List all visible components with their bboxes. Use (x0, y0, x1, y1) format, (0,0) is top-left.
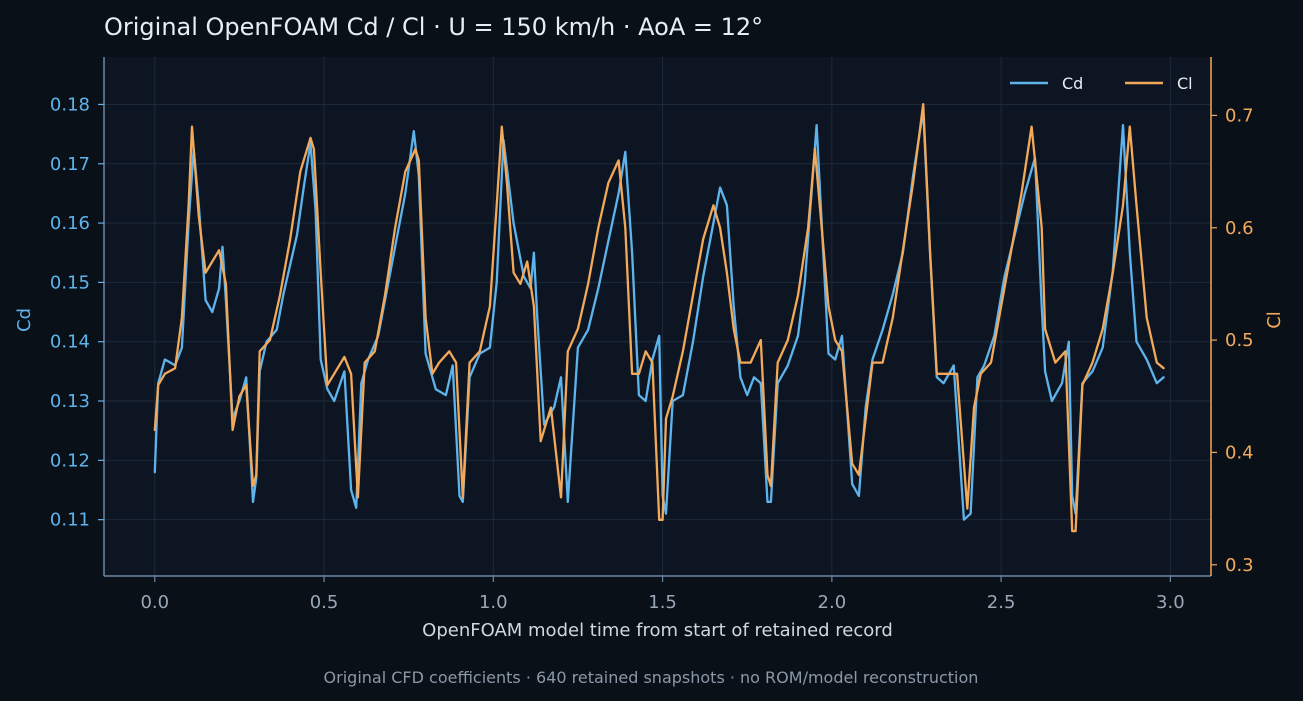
y-tick-label: 0.15 (50, 272, 90, 293)
y2-axis-label: Cl (1264, 311, 1285, 329)
series-line-cd (153, 109, 1165, 521)
x-tick-label: 1.0 (479, 592, 508, 613)
x-axis-label: OpenFOAM model time from start of retain… (422, 620, 893, 641)
x-tick-label: 0.0 (140, 592, 169, 613)
y2-tick-label: 0.4 (1225, 442, 1254, 463)
x-ticks: 0.0 0.5 1.0 1.5 2.0 2.5 3.0 (140, 576, 1185, 613)
y-tick-label: 0.17 (50, 154, 90, 175)
x-tick-label: 2.0 (818, 592, 847, 613)
y2-ticks: 0.3 0.4 0.5 0.6 0.7 (1211, 105, 1254, 576)
x-tick-label: 1.5 (648, 592, 677, 613)
y-ticks: 0.11 0.12 0.13 0.14 0.15 0.16 0.17 0.18 (50, 94, 104, 531)
y-tick-label: 0.14 (50, 332, 90, 353)
series-line-cl (153, 103, 1165, 533)
x-tick-label: 3.0 (1156, 592, 1185, 613)
legend: Cd Cl (1010, 74, 1193, 93)
y2-tick-label: 0.7 (1225, 105, 1254, 126)
y-tick-label: 0.18 (50, 94, 90, 115)
x-tick-label: 2.5 (987, 592, 1016, 613)
y2-tick-label: 0.5 (1225, 330, 1254, 351)
y2-tick-label: 0.3 (1225, 555, 1254, 576)
y2-tick-label: 0.6 (1225, 218, 1254, 239)
y-tick-label: 0.13 (50, 391, 90, 412)
legend-label-cl: Cl (1177, 74, 1193, 93)
y-tick-label: 0.16 (50, 213, 90, 234)
legend-label-cd: Cd (1062, 74, 1083, 93)
series-layer (153, 103, 1165, 533)
y-tick-label: 0.11 (50, 510, 90, 531)
y-axis-label: Cd (14, 308, 35, 332)
x-tick-label: 0.5 (310, 592, 339, 613)
chart-caption: Original CFD coefficients · 640 retained… (324, 668, 979, 687)
chart-title: Original OpenFOAM Cd / Cl · U = 150 km/h… (104, 13, 763, 41)
y-tick-label: 0.12 (50, 450, 90, 471)
